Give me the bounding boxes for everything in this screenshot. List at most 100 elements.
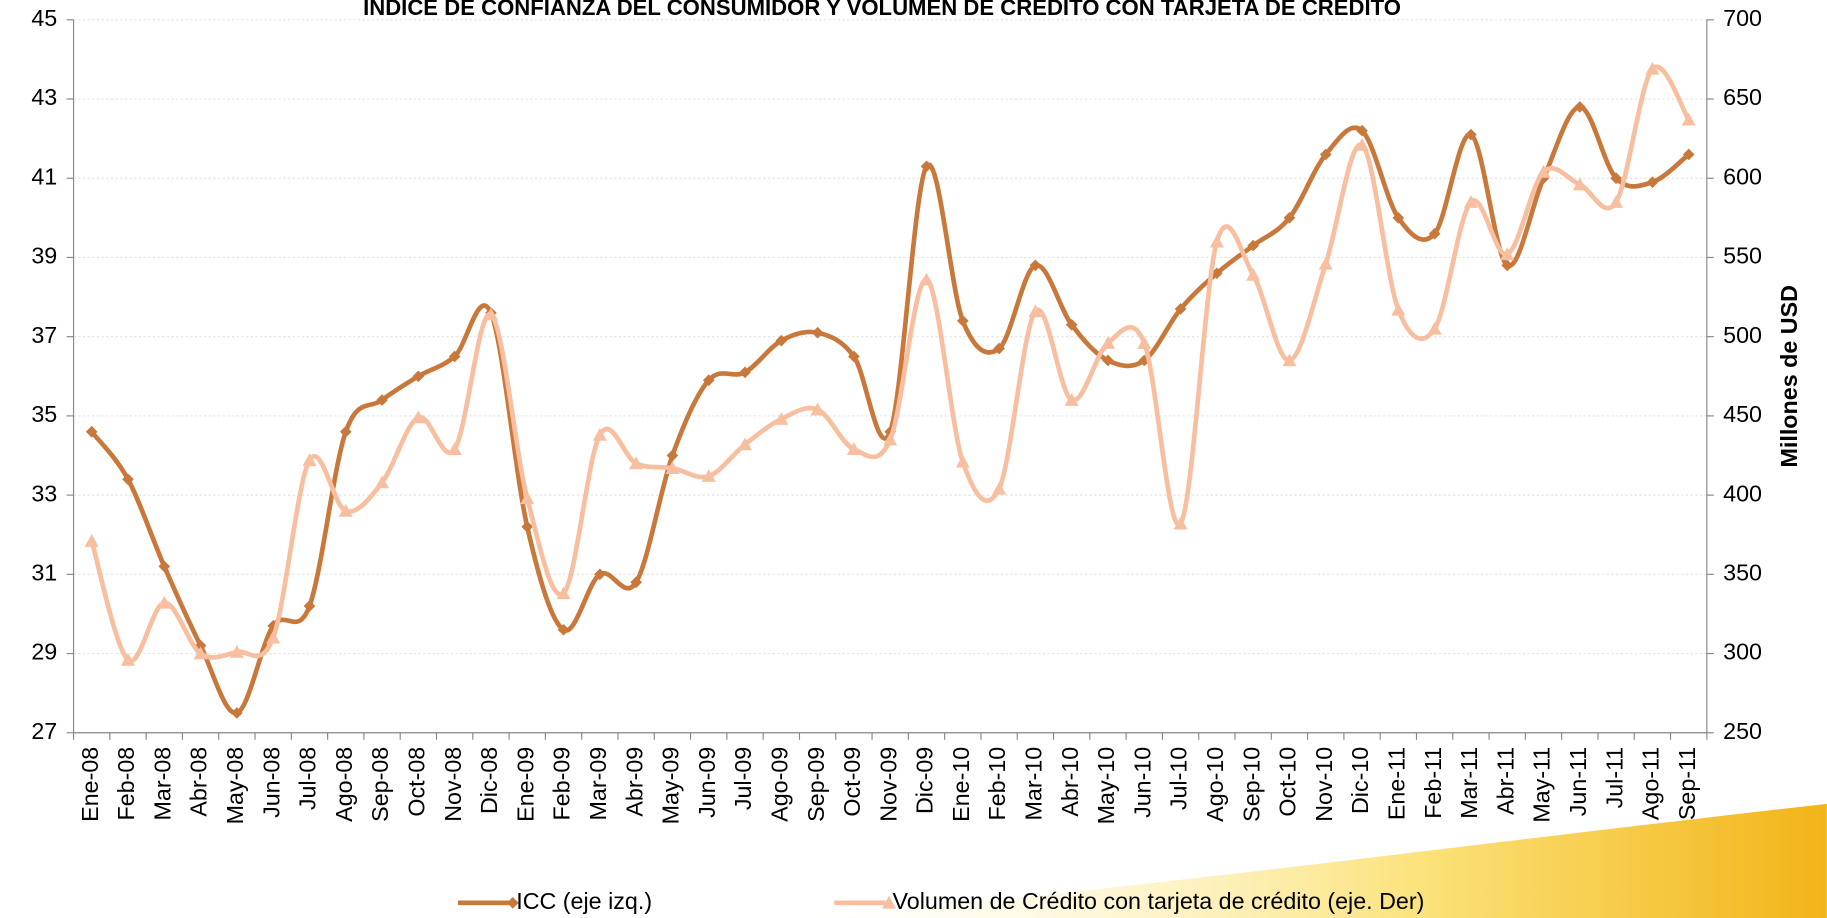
marker — [1283, 212, 1296, 224]
x-tick-label: Abr-09 — [621, 747, 647, 817]
y-tick-label: 45 — [31, 5, 57, 31]
x-tick-label: Oct-08 — [404, 747, 430, 817]
y-tick-label: 35 — [31, 401, 57, 427]
marker — [448, 350, 461, 363]
marker — [955, 454, 970, 468]
marker — [339, 425, 352, 438]
y2-tick-label: 450 — [1723, 401, 1762, 427]
x-tick-label: Mar-11 — [1456, 747, 1482, 819]
marker — [1428, 227, 1441, 240]
marker — [993, 342, 1005, 355]
x-tick-label: Ene-09 — [512, 747, 538, 822]
x-tick-label: Ene-10 — [948, 747, 974, 822]
y2-tick-label: 600 — [1723, 163, 1762, 189]
x-tick-label: Dic-10 — [1347, 747, 1373, 814]
marker — [411, 410, 426, 424]
x-tick-label: Sep-09 — [803, 747, 829, 822]
marker — [556, 586, 571, 600]
x-tick-label: Abr-08 — [186, 747, 212, 817]
x-tick-label: Ago-11 — [1638, 747, 1664, 820]
series-line — [89, 64, 1691, 664]
marker — [193, 646, 208, 660]
y2-tick-label: 300 — [1723, 639, 1762, 665]
marker — [1427, 321, 1442, 335]
marker — [1465, 128, 1477, 141]
marker — [919, 272, 934, 286]
marker — [121, 652, 135, 666]
y-tick-label: 33 — [31, 480, 57, 506]
marker — [1174, 303, 1187, 315]
marker — [1356, 124, 1368, 137]
marker — [666, 449, 679, 462]
marker — [1500, 247, 1515, 261]
marker — [1137, 336, 1152, 349]
marker — [665, 461, 680, 475]
marker — [883, 432, 898, 446]
marker — [701, 469, 716, 482]
marker — [1536, 164, 1551, 178]
marker — [848, 350, 860, 363]
x-tick-label: Feb-09 — [549, 747, 575, 821]
y2-tick-label: 550 — [1723, 243, 1762, 269]
marker — [1282, 353, 1297, 367]
y2-tick-label: 700 — [1723, 5, 1762, 31]
x-tick-label: Jun-08 — [258, 747, 284, 818]
marker — [629, 456, 644, 470]
x-tick-label: Nov-09 — [875, 747, 901, 822]
marker — [594, 568, 606, 581]
x-tick-label: May-09 — [658, 747, 684, 825]
y-tick-label: 31 — [31, 559, 57, 585]
marker — [229, 644, 244, 658]
marker — [266, 630, 281, 644]
y2-tick-label: 400 — [1723, 480, 1762, 506]
x-tick-label: Jul-10 — [1166, 747, 1192, 810]
marker — [738, 437, 753, 451]
marker — [811, 326, 824, 339]
marker — [1391, 302, 1406, 316]
marker — [992, 481, 1007, 495]
x-tick-label: Feb-11 — [1420, 747, 1446, 819]
marker — [1065, 318, 1078, 331]
x-tick-label: Mar-10 — [1021, 747, 1047, 821]
marker — [84, 534, 99, 547]
x-tick-label: Ene-08 — [77, 747, 103, 822]
marker — [1501, 259, 1514, 272]
y2-axis-label: Millones de USD — [1776, 285, 1802, 467]
x-tick-label: Jun-11 — [1565, 747, 1591, 816]
marker — [1246, 267, 1261, 281]
y-tick-label: 37 — [31, 322, 57, 348]
marker — [303, 600, 316, 612]
marker — [956, 315, 969, 327]
y-tick-label: 41 — [31, 163, 57, 189]
marker — [375, 475, 390, 489]
x-tick-label: May-11 — [1529, 747, 1555, 823]
marker — [1318, 256, 1333, 270]
x-tick-label: Ene-11 — [1383, 747, 1409, 820]
x-tick-label: Feb-08 — [113, 747, 139, 821]
background-swoosh — [815, 803, 1827, 918]
x-tick-label: May-08 — [222, 747, 248, 825]
marker — [1211, 267, 1223, 280]
x-tick-label: Jul-11 — [1601, 747, 1627, 809]
y2-tick-label: 350 — [1723, 559, 1762, 585]
marker — [739, 366, 751, 379]
marker — [1319, 148, 1332, 161]
marker — [483, 307, 498, 321]
marker — [338, 503, 353, 517]
marker — [1247, 239, 1259, 252]
x-tick-label: Dic-09 — [912, 747, 938, 814]
marker — [1102, 354, 1114, 367]
x-tick-label: Feb-10 — [984, 747, 1010, 821]
x-tick-label: Sep-11 — [1674, 747, 1700, 820]
marker — [1572, 177, 1587, 191]
marker — [376, 394, 388, 406]
marker — [1173, 516, 1188, 530]
marker — [1645, 61, 1660, 75]
marker — [1028, 304, 1043, 318]
x-tick-label: Mar-08 — [149, 747, 175, 821]
marker — [1463, 195, 1478, 208]
x-tick-label: Mar-09 — [585, 747, 611, 821]
marker — [810, 402, 825, 416]
marker — [774, 412, 789, 425]
